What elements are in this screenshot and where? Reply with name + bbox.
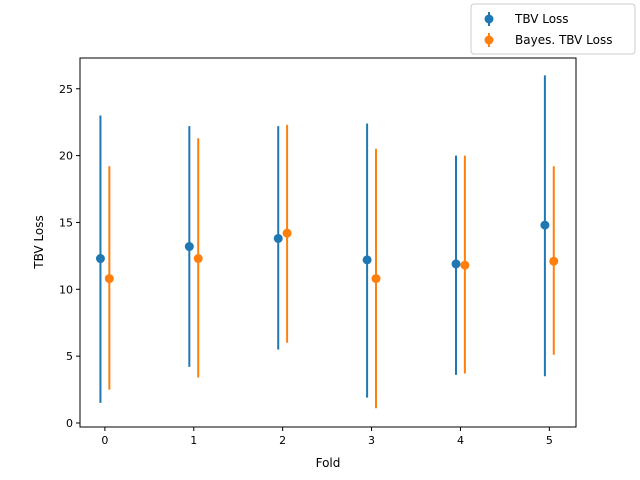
plot-area: [79, 57, 577, 428]
data-point: [451, 259, 461, 269]
data-point: [282, 228, 292, 238]
y-tick-label: 10: [59, 283, 73, 296]
x-tick-label: 1: [190, 434, 197, 447]
data-point: [362, 255, 372, 265]
data-point: [193, 254, 203, 264]
x-axis-ticks: 0 1 2 3 4 5: [101, 427, 553, 447]
data-point: [184, 242, 194, 252]
data-point: [549, 256, 559, 266]
x-tick-label: 5: [546, 434, 553, 447]
legend-label: TBV Loss: [514, 12, 569, 26]
data-point: [95, 254, 105, 264]
x-tick-label: 4: [457, 434, 464, 447]
legend: TBV Loss Bayes. TBV Loss: [470, 3, 636, 55]
data-point: [104, 274, 114, 284]
x-axis-label: Fold: [316, 456, 341, 470]
x-tick-label: 2: [279, 434, 286, 447]
y-axis-ticks: 0 5 10 15 20 25: [59, 83, 80, 430]
x-tick-label: 0: [101, 434, 108, 447]
data-point: [371, 274, 381, 284]
x-tick-label: 3: [368, 434, 375, 447]
y-tick-label: 0: [66, 417, 73, 430]
legend-marker: [484, 14, 494, 24]
legend-marker: [484, 35, 494, 45]
y-tick-label: 5: [66, 350, 73, 363]
series-0: [95, 75, 550, 403]
series-layer: [95, 75, 559, 409]
y-tick-label: 25: [59, 83, 73, 96]
data-point: [540, 220, 550, 230]
legend-box: [470, 3, 636, 55]
y-tick-label: 15: [59, 216, 73, 229]
data-point: [460, 260, 470, 270]
legend-label: Bayes. TBV Loss: [515, 33, 613, 47]
series-1: [104, 124, 559, 409]
data-point: [273, 233, 283, 243]
y-axis-label: TBV Loss: [32, 215, 46, 270]
y-tick-label: 20: [59, 150, 73, 163]
legend-items: TBV Loss Bayes. TBV Loss: [484, 12, 613, 47]
